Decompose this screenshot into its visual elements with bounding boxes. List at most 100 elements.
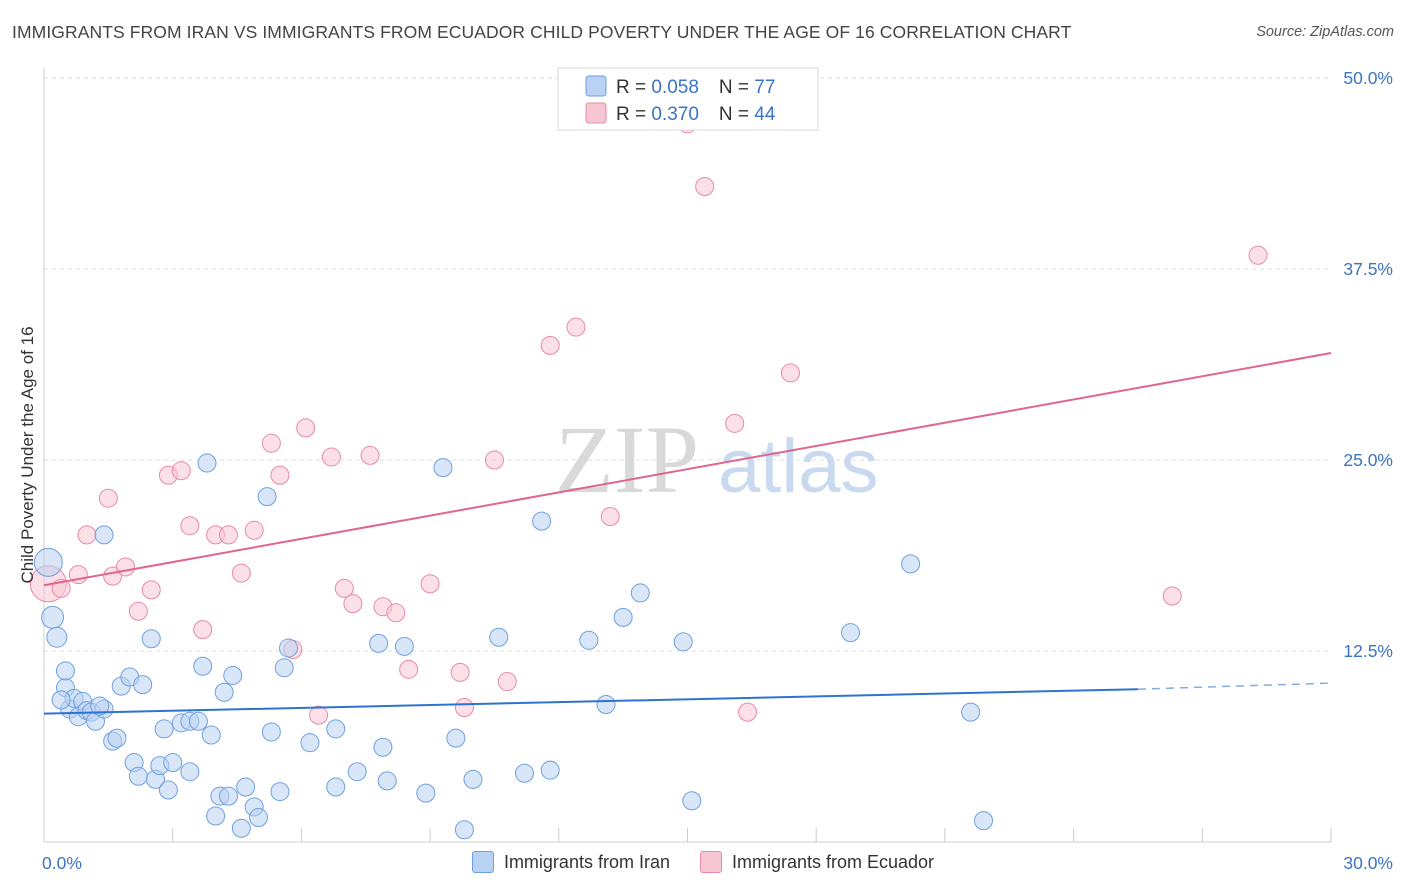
point-iran-55: [433, 458, 453, 478]
point-iran-36: [223, 665, 243, 685]
bottom-legend: Immigrants from Iran Immigrants from Ecu…: [0, 851, 1406, 873]
point-iran-4: [55, 661, 75, 681]
point-iran-30: [193, 656, 213, 676]
stats-ecuador-r-label: R =: [616, 104, 651, 125]
point-iran-53: [394, 636, 414, 656]
point-ecuador-29: [420, 574, 440, 594]
point-iran-37: [231, 818, 251, 838]
point-iran-69: [841, 623, 861, 643]
legend-swatch-iran: [471, 851, 494, 873]
stats-iran-r: 0.058: [651, 77, 699, 98]
point-iran-18: [133, 675, 153, 695]
point-iran-28: [188, 711, 208, 731]
point-ecuador-30: [450, 662, 470, 682]
point-iran-67: [673, 632, 693, 652]
point-ecuador-42: [1162, 586, 1182, 606]
legend-label-iran: Immigrants from Iran: [503, 851, 670, 872]
trend-lines: [43, 352, 1332, 715]
point-iran-1: [41, 605, 65, 629]
point-iran-64: [596, 694, 616, 714]
point-ecuador-38: [695, 176, 715, 196]
point-ecuador-18: [270, 465, 290, 485]
stats-legend: R = 0.058 N = 77 R = 0.370 N = 44: [557, 67, 819, 131]
point-iran-20: [128, 766, 148, 786]
chart-title: IMMIGRANTS FROM IRAN VS IMMIGRANTS FROM …: [12, 22, 1072, 42]
point-ecuador-27: [386, 603, 406, 623]
legend-item-ecuador[interactable]: Immigrants from Ecuador: [699, 851, 935, 873]
point-iran-47: [326, 719, 346, 739]
point-iran-0: [33, 547, 63, 577]
point-iran-40: [249, 808, 268, 828]
point-iran-57: [454, 820, 474, 840]
point-ecuador-21: [309, 705, 329, 725]
point-ecuador-11: [180, 516, 200, 536]
stats-iran-row: R = 0.058 N = 77: [616, 77, 775, 98]
point-iran-38: [236, 777, 256, 797]
y-tick-label-1: 25.0%: [1343, 450, 1393, 470]
series-iran-points: [33, 453, 994, 840]
point-iran-54: [416, 783, 436, 803]
point-ecuador-34: [540, 335, 560, 355]
stats-ecuador-r: 0.370: [651, 104, 699, 125]
point-iran-45: [279, 638, 299, 658]
x-tick-label-0: 0.0%: [42, 853, 82, 873]
tick-labels: 12.5% 25.0% 37.5% 50.0% 0.0% 30.0%: [42, 68, 1393, 873]
point-iran-75: [90, 696, 110, 716]
y-axis-label: Child Poverty Under the Age of 16: [18, 326, 37, 584]
point-iran-62: [540, 760, 560, 780]
stats-iran-r-label: R =: [616, 77, 651, 98]
point-ecuador-4: [98, 488, 118, 508]
stats-ecuador-n-label: N =: [719, 104, 754, 125]
trend-line-ecuador: [43, 352, 1332, 587]
point-iran-15: [94, 525, 114, 545]
point-iran-65: [613, 607, 633, 627]
watermark-zip: ZIP: [555, 406, 699, 513]
point-iran-14: [107, 728, 127, 748]
y-tick-label-2: 37.5%: [1343, 259, 1393, 279]
point-iran-25: [154, 719, 174, 739]
point-ecuador-41: [780, 363, 800, 383]
trend-line-iran-extension: [1137, 682, 1332, 690]
point-ecuador-23: [334, 578, 354, 598]
point-iran-66: [630, 583, 650, 603]
point-iran-61: [532, 511, 552, 531]
y-tick-label-3: 50.0%: [1343, 68, 1393, 88]
point-iran-76: [141, 629, 161, 649]
point-iran-48: [326, 777, 346, 797]
point-iran-51: [373, 737, 393, 757]
point-iran-23: [158, 780, 178, 800]
source-credit: Source: ZipAtlas.com: [1256, 24, 1394, 40]
point-iran-24: [163, 753, 183, 773]
point-ecuador-40: [738, 702, 758, 722]
point-ecuador-33: [497, 672, 517, 692]
stats-swatch-ecuador: [585, 102, 607, 124]
watermark: ZIP atlas: [555, 406, 879, 513]
point-ecuador-20: [296, 418, 316, 438]
point-ecuador-25: [360, 445, 380, 465]
point-ecuador-36: [600, 507, 620, 527]
stats-swatch-iran: [585, 75, 607, 97]
point-ecuador-43: [1248, 245, 1268, 265]
point-ecuador-6: [116, 557, 136, 577]
legend-label-ecuador: Immigrants from Ecuador: [731, 851, 935, 872]
point-ecuador-10: [171, 461, 191, 481]
x-tick-label-1: 30.0%: [1343, 853, 1393, 873]
point-ecuador-32: [484, 450, 504, 470]
point-ecuador-14: [218, 525, 238, 545]
point-iran-52: [377, 771, 397, 791]
stats-ecuador-row: R = 0.370 N = 44: [616, 104, 776, 125]
point-ecuador-16: [244, 520, 264, 540]
point-ecuador-3: [77, 525, 97, 545]
y-tick-label-0: 12.5%: [1343, 641, 1393, 661]
trend-line-iran: [43, 688, 1138, 715]
legend-item-iran[interactable]: Immigrants from Iran: [471, 851, 670, 873]
point-iran-60: [514, 763, 534, 783]
point-iran-44: [274, 658, 294, 678]
point-iran-41: [257, 487, 277, 507]
point-iran-29: [180, 762, 200, 782]
point-iran-73: [197, 453, 217, 473]
point-iran-59: [489, 627, 509, 647]
point-iran-42: [261, 722, 281, 742]
point-iran-56: [446, 728, 466, 748]
